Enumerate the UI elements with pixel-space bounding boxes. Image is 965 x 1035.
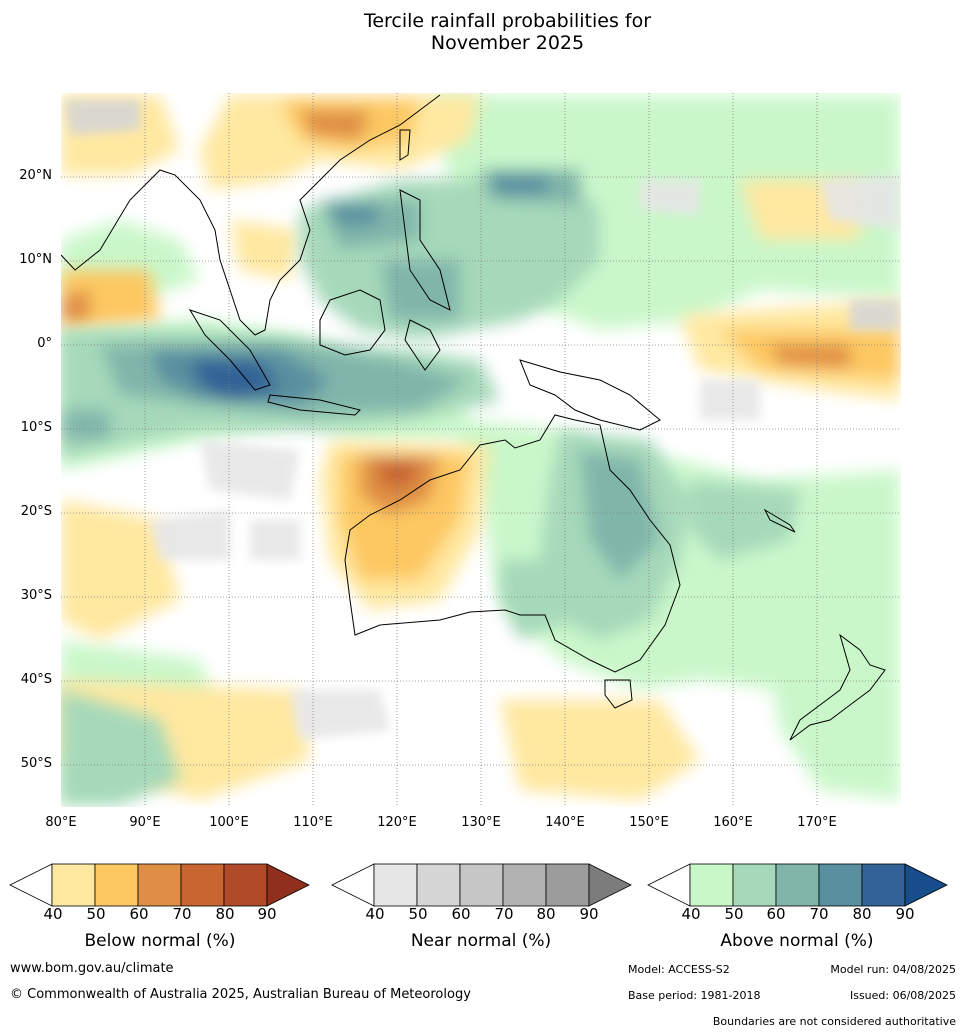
taiwan-coast bbox=[399, 129, 411, 161]
near-tick-50: 50 bbox=[408, 905, 428, 923]
footer-disclaimer: Boundaries are not considered authoritat… bbox=[712, 1015, 956, 1028]
lon-label-160e: 160°E bbox=[713, 815, 753, 830]
lon-label-100e: 100°E bbox=[209, 815, 249, 830]
lon-label-120e: 120°E bbox=[377, 815, 417, 830]
near-tick-40: 40 bbox=[365, 905, 385, 923]
near-colorbar-min-arrow bbox=[331, 863, 375, 907]
lat-label-20n: 20°N bbox=[19, 168, 52, 183]
lat-label-50s: 50°S bbox=[20, 756, 52, 771]
footer-copyright: © Commonwealth of Australia 2025, Austra… bbox=[10, 987, 471, 1002]
new-zealand-coast bbox=[789, 633, 886, 741]
lat-label-40s: 40°S bbox=[20, 672, 52, 687]
above-tick-60: 60 bbox=[766, 905, 786, 923]
lat-label-30s: 30°S bbox=[20, 588, 52, 603]
below-colorbar-min-arrow bbox=[9, 863, 53, 907]
legend-near-label: Near normal (%) bbox=[410, 931, 552, 951]
below-colorbar-cell bbox=[180, 863, 225, 907]
above-colorbar-min-arrow bbox=[647, 863, 691, 907]
above-tick-80: 80 bbox=[852, 905, 872, 923]
near-colorbar-cell bbox=[545, 863, 590, 907]
coastlines bbox=[61, 94, 886, 741]
near-colorbar-cell bbox=[416, 863, 461, 907]
below-colorbar-cell bbox=[223, 863, 268, 907]
lat-label-0: 0° bbox=[37, 336, 52, 351]
legend-above-label: Above normal (%) bbox=[720, 931, 874, 951]
lon-label-170e: 170°E bbox=[797, 815, 837, 830]
lon-label-80e: 80°E bbox=[45, 815, 77, 830]
borneo-coast bbox=[319, 289, 386, 356]
title-line-2: November 2025 bbox=[430, 32, 585, 54]
footer-model: Model: ACCESS-S2 bbox=[628, 963, 730, 976]
sulawesi-coast bbox=[404, 319, 441, 371]
footer-model-run: Model run: 04/08/2025 bbox=[830, 963, 956, 976]
title-line-1: Tercile rainfall probabilities for bbox=[363, 10, 652, 32]
graticule bbox=[61, 93, 901, 807]
lon-label-130e: 130°E bbox=[461, 815, 501, 830]
below-tick-70: 70 bbox=[172, 905, 192, 923]
lon-label-110e: 110°E bbox=[293, 815, 333, 830]
colorbars bbox=[9, 863, 948, 907]
footer-base-period: Base period: 1981-2018 bbox=[628, 989, 761, 1002]
below-colorbar-max-arrow bbox=[266, 863, 310, 907]
below-tick-50: 50 bbox=[86, 905, 106, 923]
near-tick-80: 80 bbox=[536, 905, 556, 923]
near-colorbar-cell bbox=[459, 863, 504, 907]
above-tick-40: 40 bbox=[681, 905, 701, 923]
below-tick-60: 60 bbox=[129, 905, 149, 923]
lon-label-140e: 140°E bbox=[545, 815, 585, 830]
below-colorbar-cell bbox=[94, 863, 139, 907]
asia-coast bbox=[61, 94, 441, 336]
above-colorbar-cell bbox=[732, 863, 777, 907]
lon-label-90e: 90°E bbox=[129, 815, 161, 830]
above-tick-90: 90 bbox=[895, 905, 915, 923]
below-colorbar-cell bbox=[51, 863, 96, 907]
below-tick-90: 90 bbox=[257, 905, 277, 923]
below-tick-40: 40 bbox=[43, 905, 63, 923]
above-colorbar-max-arrow bbox=[904, 863, 948, 907]
java-coast bbox=[267, 394, 361, 416]
sumatra-coast bbox=[188, 309, 271, 391]
above-tick-70: 70 bbox=[809, 905, 829, 923]
lon-label-150e: 150°E bbox=[629, 815, 669, 830]
legend-below-label: Below normal (%) bbox=[84, 931, 236, 951]
new-caledonia-coast bbox=[763, 508, 796, 533]
lat-label-20s: 20°S bbox=[20, 504, 52, 519]
above-colorbar-cell bbox=[861, 863, 906, 907]
lat-label-10s: 10°S bbox=[20, 420, 52, 435]
above-colorbar-cell bbox=[689, 863, 734, 907]
footer-issued: Issued: 06/08/2025 bbox=[849, 989, 956, 1002]
australia-coast bbox=[344, 414, 681, 673]
new-guinea-coast bbox=[519, 359, 661, 431]
near-tick-70: 70 bbox=[494, 905, 514, 923]
below-colorbar-cell bbox=[137, 863, 182, 907]
above-colorbar-cell bbox=[775, 863, 820, 907]
near-colorbar-cell bbox=[373, 863, 418, 907]
map-title: Tercile rainfall probabilities for Novem… bbox=[0, 10, 965, 54]
above-colorbar-cell bbox=[818, 863, 863, 907]
lat-label-10n: 10°N bbox=[19, 252, 52, 267]
footer-website: www.bom.gov.au/climate bbox=[10, 961, 174, 976]
below-tick-80: 80 bbox=[215, 905, 235, 923]
near-tick-60: 60 bbox=[451, 905, 471, 923]
near-colorbar-max-arrow bbox=[588, 863, 632, 907]
near-colorbar-cell bbox=[502, 863, 547, 907]
near-tick-90: 90 bbox=[579, 905, 599, 923]
above-tick-50: 50 bbox=[724, 905, 744, 923]
philippines-coast bbox=[399, 189, 451, 311]
tasmania-coast bbox=[604, 679, 633, 709]
